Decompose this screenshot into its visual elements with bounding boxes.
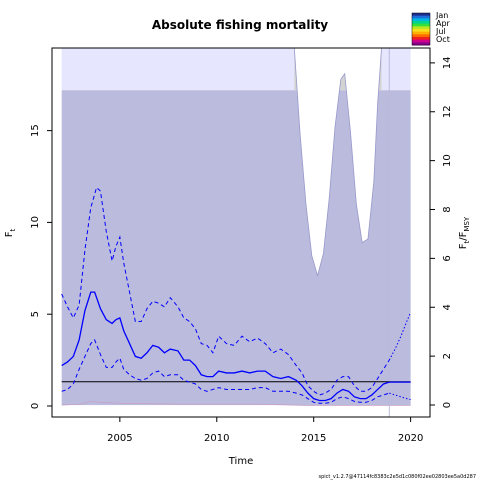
y-right-label-sub: t	[463, 240, 471, 243]
legend-frame	[411, 12, 431, 46]
y-right-tick-label-5: 10	[442, 154, 453, 167]
legend-color-10	[412, 39, 430, 43]
legend-color-1	[412, 15, 430, 19]
y-left-label-main: F	[4, 231, 15, 237]
x-tick-label-3: 2020	[398, 433, 423, 444]
legend-label-2: Jul	[435, 27, 446, 36]
y-right-label-mid: /F	[458, 231, 469, 240]
legend-label-3: Oct	[436, 35, 450, 44]
legend-color-9	[412, 37, 430, 41]
x-tick-label-0: 2005	[107, 433, 132, 444]
series-line-1	[61, 186, 390, 396]
y-right-tick-label-3: 6	[442, 255, 453, 261]
legend-color-3	[412, 21, 430, 25]
legend-label-1: Apr	[436, 19, 451, 28]
legend-label-0: Jan	[435, 11, 448, 20]
ratio-band-top-fill	[294, 48, 382, 276]
series-line-5	[389, 392, 411, 401]
legend-color-6	[412, 29, 430, 33]
chart-title: Absolute fishing mortality	[152, 18, 328, 32]
legend-color-11	[412, 42, 430, 46]
legend-color-8	[412, 34, 430, 38]
y-right-label-main: F	[458, 243, 469, 249]
series-line-2	[61, 339, 390, 404]
x-axis-title: Time	[228, 456, 253, 467]
y-axis-left-title: Ft	[4, 228, 17, 237]
y-left-label-sub: t	[9, 228, 17, 231]
plot-inner	[61, 48, 412, 417]
y-right-tick-label-4: 8	[442, 206, 453, 212]
y-right-label-sub2: MSY	[463, 216, 471, 231]
lower-ci-band-line	[61, 400, 411, 407]
y-left-tick-label-0: 0	[30, 403, 41, 409]
y-right-tick-label-0: 0	[442, 402, 453, 408]
svg-text:Ft/FMSY: Ft/FMSY	[458, 216, 471, 249]
y-right-tick-label-6: 12	[442, 105, 453, 118]
y-right-tick-label-2: 4	[442, 304, 453, 310]
x-tick-label-1: 2010	[204, 433, 229, 444]
y-right-tick-label-7: 14	[442, 57, 453, 70]
legend-color-5	[412, 26, 430, 30]
plot-area: 2005 2010 2015 2020 0 5 10 15 0 2 4 6 8 10 12 14	[30, 47, 453, 444]
legend-color-7	[412, 31, 430, 35]
series-line-0	[61, 291, 390, 402]
series-line-3	[388, 312, 412, 361]
y-left-tick-label-2: 10	[30, 216, 41, 229]
svg-text:Ft: Ft	[4, 228, 17, 237]
y-left-tick-label-3: 15	[30, 124, 41, 137]
y-axis-right-title: Ft/FMSY	[458, 216, 471, 249]
legend-color-2	[412, 18, 430, 22]
ratio-band-outline	[293, 48, 382, 278]
y-right-tick-label-1: 2	[442, 353, 453, 359]
version-footnote: spict_v1.2.7@47114fc8383c2e5d1c080f02ee0…	[318, 474, 476, 480]
legend-color-0	[412, 13, 430, 17]
y-left-tick-label-1: 5	[30, 311, 41, 317]
plot-frame	[51, 47, 431, 418]
x-tick-label-2: 2015	[301, 433, 326, 444]
legend-color-4	[412, 23, 430, 27]
